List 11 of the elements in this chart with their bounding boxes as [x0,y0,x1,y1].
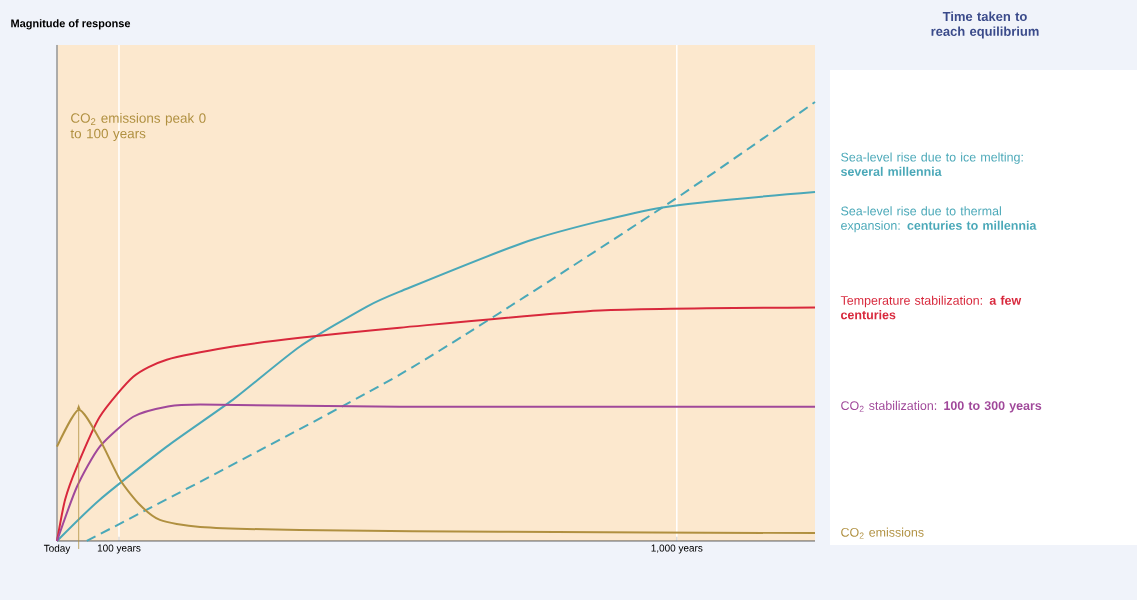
text: Sea-level rise due to ice melting: several millennia [840,152,1023,176]
x-tick-label: Today [43,544,71,554]
text: CO$_{2}$ emissions [841,527,924,539]
annotation: CO$_{2}$ emissions peak 0 to 100 years [70,112,206,141]
text: Magnitude of response [11,19,131,30]
x-tick-label: 1,000 years [651,544,703,554]
legend-title: Time taken to reach equilibrium [931,11,1039,39]
x-tick-label: 100 years [97,544,141,554]
text: CO$_{2}$ stabilization: 100 to 300 years [841,400,1042,413]
text: Temperature stabilization: a few centuries [840,295,1022,320]
text: Sea-level rise due to thermal expansion: centuries to millennia [841,206,1037,233]
